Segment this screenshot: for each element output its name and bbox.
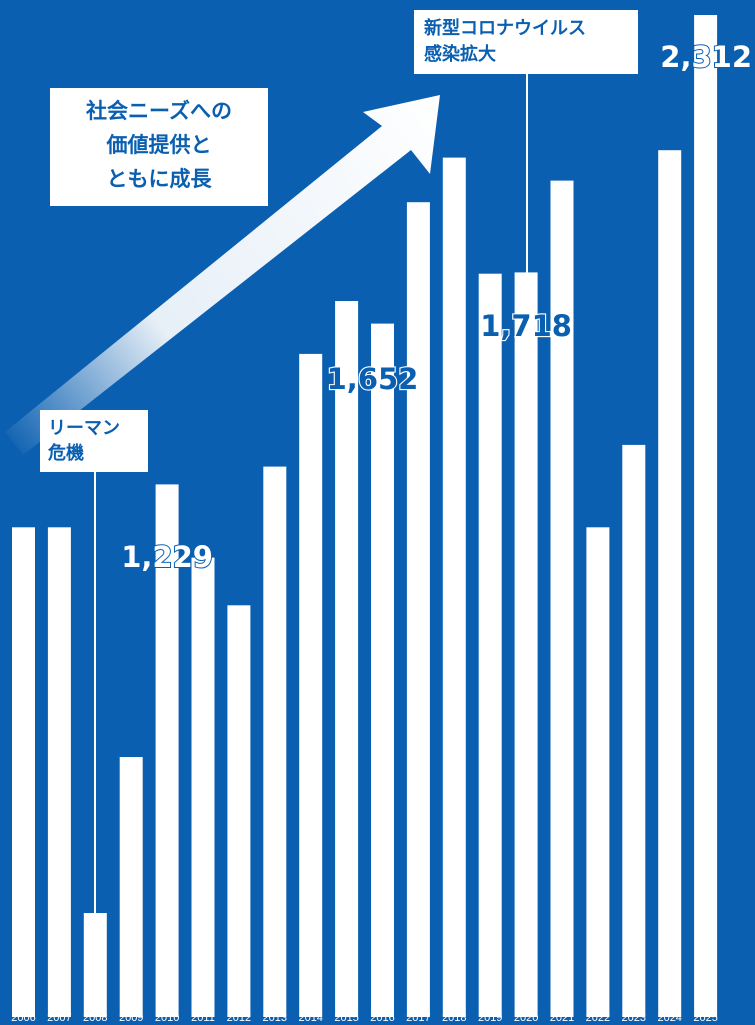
year-label-2010: 2010 [155,1012,179,1024]
year-label-2008: 2008 [83,1012,107,1024]
value-label-2010: 1,229 [121,540,213,574]
bar-2024 [658,150,682,1017]
value-label-2020: 1,718 [480,309,572,343]
lehman-callout-line-2: 危機 [48,443,84,464]
growth-callout: 社会ニーズへの 価値提供と ともに成長 [50,88,268,206]
year-label-2006: 2006 [11,1012,35,1024]
bar-2009 [119,757,143,1017]
growth-callout-line-3: ともに成長 [106,167,212,191]
x-axis-tick-labels: 2006 2007 2008 2009 2010 2011 2012 2013 2014 2015… [11,1012,718,1024]
bar-2020 [514,272,538,1017]
year-label-2014: 2014 [298,1012,322,1024]
growth-callout-line-1: 社会ニーズへの [86,99,232,123]
bar-2022 [586,527,610,1017]
year-label-2016: 2016 [370,1012,394,1024]
bar-2025 [694,15,718,1017]
year-label-2018: 2018 [442,1012,466,1024]
bar-2015 [335,301,359,1017]
year-label-2025: 2025 [693,1012,717,1024]
bar-2010 [155,484,179,1017]
year-label-2015: 2015 [334,1012,358,1024]
data-labels: 1,229 1,652 1,718 2,312 [120,39,753,575]
lehman-callout: リーマン 危機 [40,410,148,472]
value-label-2016: 1,652 [327,362,419,396]
bar-2014 [299,353,323,1017]
growth-callout-line-2: 価値提供と [106,133,212,157]
bar-2018 [442,157,466,1018]
bar-2012 [227,605,251,1017]
lehman-callout-line-1: リーマン [48,418,120,439]
value-label-2025: 2,312 [660,40,752,74]
bar-2021 [550,180,574,1018]
bar-2023 [622,444,646,1017]
year-label-2009: 2009 [119,1012,143,1024]
year-label-2017: 2017 [406,1012,430,1024]
bar-2017 [406,202,430,1017]
year-label-2019: 2019 [478,1012,502,1024]
bar-2008 [83,913,107,1017]
bar-2007 [47,527,71,1017]
year-label-2013: 2013 [263,1012,287,1024]
bar-2013 [263,466,287,1018]
corona-callout-line-1: 新型コロナウイルス [424,18,586,39]
year-label-2021: 2021 [550,1012,574,1024]
year-label-2023: 2023 [622,1012,646,1024]
year-label-2024: 2024 [657,1012,681,1024]
bar-2016 [371,323,394,1018]
corona-callout: 新型コロナウイルス 感染拡大 [414,10,638,74]
bar-2006 [12,527,35,1017]
year-label-2011: 2011 [191,1012,215,1024]
growth-arrow-icon [5,95,440,455]
bars-group [12,15,718,1018]
bar-2011 [191,557,215,1017]
corona-callout-line-2: 感染拡大 [424,44,496,65]
year-label-2020: 2020 [514,1012,538,1024]
year-label-2012: 2012 [227,1012,251,1024]
bar-2019 [478,273,502,1017]
year-label-2022: 2022 [586,1012,610,1024]
year-label-2007: 2007 [47,1012,71,1024]
